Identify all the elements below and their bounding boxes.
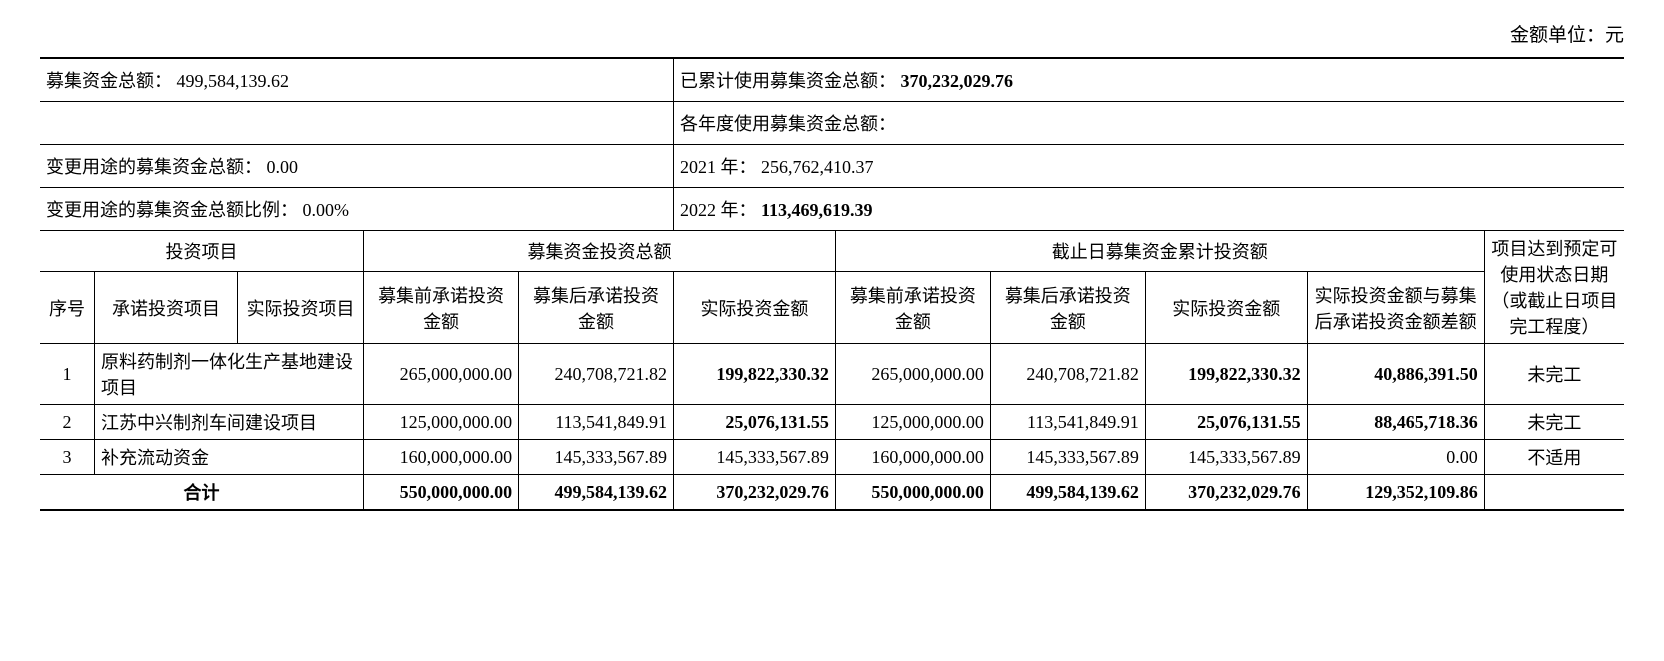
cell-a_actual: 145,333,567.89 bbox=[674, 440, 836, 475]
hdr-diff-amount: 实际投资金额与募集后承诺投资金额差额 bbox=[1307, 272, 1484, 344]
total-b-actual: 370,232,029.76 bbox=[1145, 475, 1307, 511]
cell-a_actual: 199,822,330.32 bbox=[674, 344, 836, 405]
hdr-post-commit-amount: 募集后承诺投资金额 bbox=[519, 272, 674, 344]
used-cumulative-label: 已累计使用募集资金总额： bbox=[680, 71, 896, 91]
currency-unit-label: 金额单位：元 bbox=[40, 20, 1624, 47]
hdr-invest-project: 投资项目 bbox=[40, 231, 364, 272]
year-2021-label: 2021 年： bbox=[680, 157, 757, 177]
cell-a_pre: 160,000,000.00 bbox=[364, 440, 519, 475]
yearly-used-label: 各年度使用募集资金总额： bbox=[680, 114, 896, 134]
cell-a_pre: 265,000,000.00 bbox=[364, 344, 519, 405]
cell-b_post: 113,541,849.91 bbox=[990, 405, 1145, 440]
cell-status: 未完工 bbox=[1484, 344, 1624, 405]
cell-project: 江苏中兴制剂车间建设项目 bbox=[95, 405, 364, 440]
total-a-post: 499,584,139.62 bbox=[519, 475, 674, 511]
year-2022-label: 2022 年： bbox=[680, 200, 757, 220]
cell-seq: 2 bbox=[40, 405, 95, 440]
cell-seq: 1 bbox=[40, 344, 95, 405]
cell-seq: 3 bbox=[40, 440, 95, 475]
table-row: 2江苏中兴制剂车间建设项目125,000,000.00113,541,849.9… bbox=[40, 405, 1624, 440]
total-status bbox=[1484, 475, 1624, 511]
hdr-actual-project: 实际投资项目 bbox=[238, 272, 364, 344]
cell-a_actual: 25,076,131.55 bbox=[674, 405, 836, 440]
cell-b_pre: 265,000,000.00 bbox=[835, 344, 990, 405]
year-2021-value: 256,762,410.37 bbox=[761, 157, 874, 177]
year-2022-value: 113,469,619.39 bbox=[761, 200, 873, 220]
total-raised-label: 募集资金总额： bbox=[46, 71, 172, 91]
cell-diff: 40,886,391.50 bbox=[1307, 344, 1484, 405]
changed-use-total-label: 变更用途的募集资金总额： bbox=[46, 157, 262, 177]
hdr-pre-commit-amount: 募集前承诺投资金额 bbox=[364, 272, 519, 344]
hdr-cutoff-cumulative: 截止日募集资金累计投资额 bbox=[835, 231, 1484, 272]
total-a-pre: 550,000,000.00 bbox=[364, 475, 519, 511]
data-rows: 1原料药制剂一体化生产基地建设项目265,000,000.00240,708,7… bbox=[40, 344, 1624, 475]
total-a-actual: 370,232,029.76 bbox=[674, 475, 836, 511]
total-b-pre: 550,000,000.00 bbox=[835, 475, 990, 511]
total-b-post: 499,584,139.62 bbox=[990, 475, 1145, 511]
hdr-project-reach: 项目达到预定可使用状态日期（或截止日项目完工程度） bbox=[1484, 231, 1624, 344]
cell-b_post: 145,333,567.89 bbox=[990, 440, 1145, 475]
hdr-pre-commit-amount-b: 募集前承诺投资金额 bbox=[835, 272, 990, 344]
summary-block: 募集资金总额： 499,584,139.62 已累计使用募集资金总额： 370,… bbox=[40, 58, 1624, 231]
hdr-committed-project: 承诺投资项目 bbox=[95, 272, 238, 344]
table-row: 3补充流动资金160,000,000.00145,333,567.89145,3… bbox=[40, 440, 1624, 475]
cell-status: 不适用 bbox=[1484, 440, 1624, 475]
changed-use-ratio-label: 变更用途的募集资金总额比例： bbox=[46, 200, 298, 220]
funds-usage-table: 募集资金总额： 499,584,139.62 已累计使用募集资金总额： 370,… bbox=[40, 57, 1624, 511]
hdr-actual-invest-amount-b: 实际投资金额 bbox=[1145, 272, 1307, 344]
table-row: 1原料药制剂一体化生产基地建设项目265,000,000.00240,708,7… bbox=[40, 344, 1624, 405]
total-label: 合计 bbox=[40, 475, 364, 511]
hdr-fund-invest-total: 募集资金投资总额 bbox=[364, 231, 836, 272]
cell-a_post: 240,708,721.82 bbox=[519, 344, 674, 405]
changed-use-ratio-value: 0.00% bbox=[303, 200, 350, 220]
total-row: 合计 550,000,000.00 499,584,139.62 370,232… bbox=[40, 475, 1624, 511]
cell-status: 未完工 bbox=[1484, 405, 1624, 440]
cell-b_pre: 125,000,000.00 bbox=[835, 405, 990, 440]
cell-b_post: 240,708,721.82 bbox=[990, 344, 1145, 405]
used-cumulative-value: 370,232,029.76 bbox=[901, 71, 1014, 91]
cell-project: 补充流动资金 bbox=[95, 440, 364, 475]
cell-a_pre: 125,000,000.00 bbox=[364, 405, 519, 440]
cell-diff: 0.00 bbox=[1307, 440, 1484, 475]
hdr-post-commit-amount-b: 募集后承诺投资金额 bbox=[990, 272, 1145, 344]
cell-a_post: 145,333,567.89 bbox=[519, 440, 674, 475]
hdr-actual-invest-amount-a: 实际投资金额 bbox=[674, 272, 836, 344]
changed-use-total-value: 0.00 bbox=[267, 157, 299, 177]
cell-b_pre: 160,000,000.00 bbox=[835, 440, 990, 475]
cell-b_actual: 25,076,131.55 bbox=[1145, 405, 1307, 440]
cell-project: 原料药制剂一体化生产基地建设项目 bbox=[95, 344, 364, 405]
cell-diff: 88,465,718.36 bbox=[1307, 405, 1484, 440]
total-raised-value: 499,584,139.62 bbox=[177, 71, 290, 91]
cell-a_post: 113,541,849.91 bbox=[519, 405, 674, 440]
hdr-seq: 序号 bbox=[40, 272, 95, 344]
total-diff: 129,352,109.86 bbox=[1307, 475, 1484, 511]
cell-b_actual: 145,333,567.89 bbox=[1145, 440, 1307, 475]
table-header: 投资项目 募集资金投资总额 截止日募集资金累计投资额 项目达到预定可使用状态日期… bbox=[40, 231, 1624, 344]
cell-b_actual: 199,822,330.32 bbox=[1145, 344, 1307, 405]
